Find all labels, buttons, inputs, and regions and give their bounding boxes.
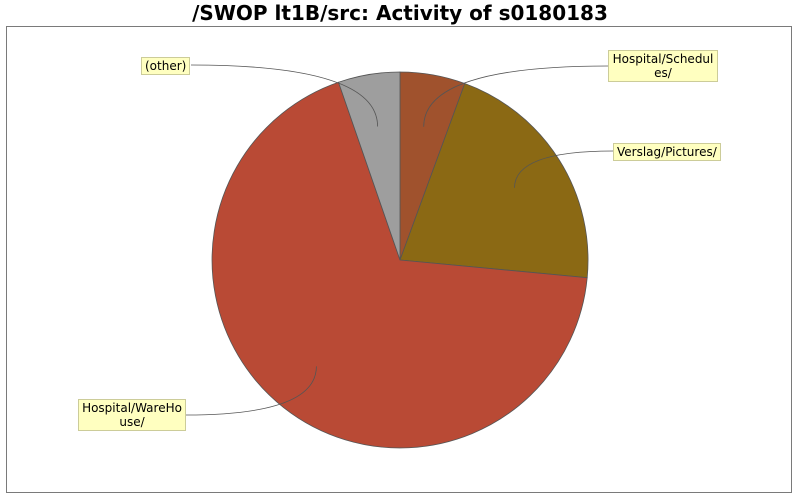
callout-leader-line: [185, 366, 317, 416]
callout-other: (other): [141, 57, 191, 75]
callout-hospital-schedules: Hospital/Schedules/: [608, 50, 718, 82]
pie-slice: [399, 82, 589, 279]
slice-label: Verslag/Pictures/: [617, 145, 717, 159]
slice-label: Hospital/WareHouse/: [82, 401, 182, 429]
callout-leader-line: [423, 65, 609, 127]
pie-slice: [337, 71, 401, 261]
callout-leader-line: [190, 64, 378, 127]
slice-label: Hospital/Schedules/: [612, 52, 714, 80]
pie-slice: [211, 81, 588, 449]
callout-verslag-pictures: Verslag/Pictures/: [613, 143, 721, 161]
chart-title: /SWOP lt1B/src: Activity of s0180183: [192, 1, 608, 25]
callout-hospital-warehouse: Hospital/WareHouse/: [78, 399, 186, 431]
slice-label: (other): [145, 59, 187, 73]
callout-leader-line: [514, 150, 614, 188]
